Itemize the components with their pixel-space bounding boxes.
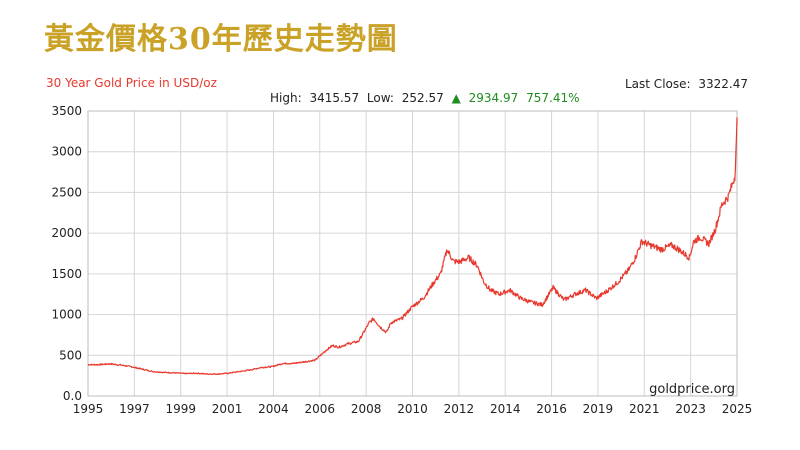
y-tick-label: 3500 [51, 104, 82, 118]
x-axis-ticks: 1995 1997 1999 2001 2004 2006 2008 2010 2012 2014… [73, 402, 753, 416]
y-tick-label: 500 [59, 348, 82, 362]
gold-price-line [87, 117, 738, 376]
y-tick-label: 2500 [51, 185, 82, 199]
last-close-label: Last Close: [625, 77, 691, 91]
y-tick-label: 3000 [51, 145, 82, 159]
x-tick-label: 2006 [305, 402, 336, 416]
low-label: Low: [367, 91, 394, 105]
grid [88, 111, 737, 396]
x-tick-label: 2001 [212, 402, 243, 416]
page-title: 黃金價格30年歷史走勢圖 [44, 22, 398, 57]
change-percent: 757.41% [526, 91, 579, 105]
x-tick-label: 2008 [351, 402, 382, 416]
x-tick-label: 2025 [722, 402, 753, 416]
low-value: 252.57 [402, 91, 444, 105]
x-tick-label: 1999 [165, 402, 196, 416]
x-tick-label: 2021 [629, 402, 660, 416]
y-axis-ticks: 0.0 500 1000 1500 2000 2500 3000 3500 [51, 104, 82, 403]
x-tick-label: 2014 [490, 402, 521, 416]
y-tick-label: 1000 [51, 308, 82, 322]
y-tick-label: 0.0 [63, 389, 82, 403]
stats-readout: High: 3415.57 Low: 252.57 ▲ 2934.97 757.… [270, 91, 580, 105]
plot-area-border [87, 110, 738, 397]
x-tick-label: 2012 [444, 402, 475, 416]
x-tick-label: 2023 [675, 402, 706, 416]
x-tick-label: 2019 [583, 402, 614, 416]
x-tick-label: 2010 [397, 402, 428, 416]
high-label: High: [270, 91, 302, 105]
y-tick-label: 2000 [51, 226, 82, 240]
change-value: 2934.97 [469, 91, 519, 105]
high-value: 3415.57 [309, 91, 359, 105]
x-tick-label: 1997 [119, 402, 150, 416]
x-tick-label: 2004 [258, 402, 289, 416]
last-close-readout: Last Close: 3322.47 [625, 77, 748, 91]
last-close-value: 3322.47 [698, 77, 748, 91]
up-arrow-icon: ▲ [452, 91, 462, 105]
x-tick-label: 2016 [536, 402, 567, 416]
x-tick-label: 1995 [73, 402, 104, 416]
y-tick-label: 1500 [51, 267, 82, 281]
chart-subtitle: 30 Year Gold Price in USD/oz [46, 76, 217, 90]
watermark: goldprice.org [649, 382, 735, 397]
